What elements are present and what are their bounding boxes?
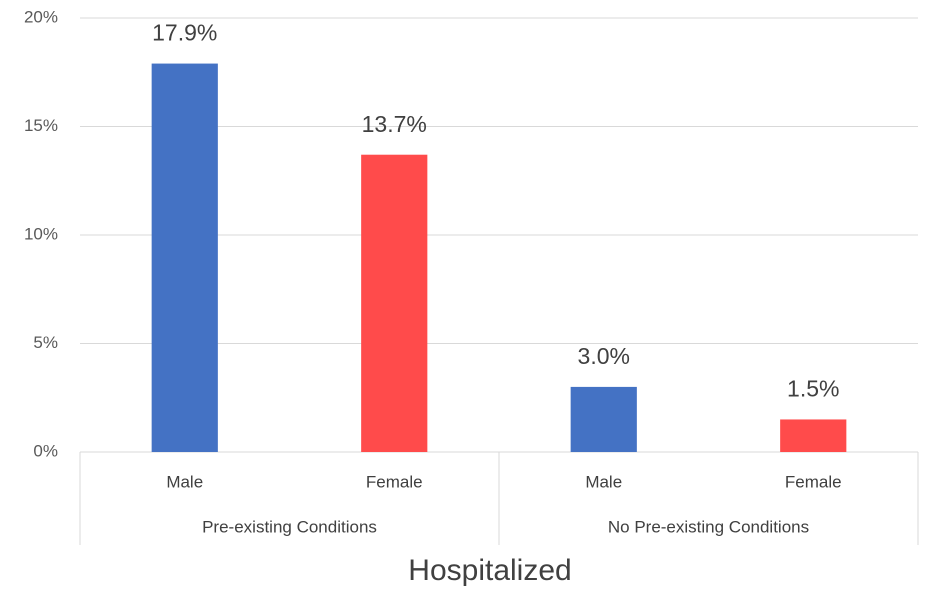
bar [361,154,428,452]
y-tick-label: 0% [33,441,58,460]
value-label: 3.0% [578,343,630,369]
value-label: 17.9% [152,20,217,46]
group-label: Pre-existing Conditions [202,517,377,536]
y-tick-label: 5% [33,333,58,352]
value-label: 1.5% [787,376,839,402]
y-tick-label: 20% [24,7,58,26]
x-tick-label: Female [785,472,842,491]
group-label: No Pre-existing Conditions [608,517,809,536]
x-tick-label: Male [585,472,622,491]
x-tick-label: Female [366,472,423,491]
x-tick-label: Male [166,472,203,491]
value-label: 13.7% [362,111,427,137]
bar [570,386,637,452]
y-tick-label: 10% [24,224,58,243]
bar [780,419,847,452]
bar [151,63,218,452]
x-axis-title: Hospitalized [408,554,571,587]
y-tick-label: 15% [24,116,58,135]
